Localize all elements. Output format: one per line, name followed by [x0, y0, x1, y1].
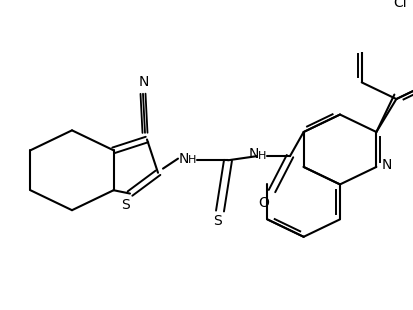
- Text: H: H: [188, 155, 196, 165]
- Text: N: N: [178, 152, 189, 166]
- Text: O: O: [258, 196, 269, 210]
- Text: N: N: [138, 75, 149, 89]
- Text: H: H: [257, 151, 266, 161]
- Text: N: N: [380, 158, 391, 172]
- Text: S: S: [121, 198, 130, 212]
- Text: N: N: [248, 148, 259, 162]
- Text: Cl: Cl: [393, 0, 406, 10]
- Text: S: S: [213, 214, 222, 228]
